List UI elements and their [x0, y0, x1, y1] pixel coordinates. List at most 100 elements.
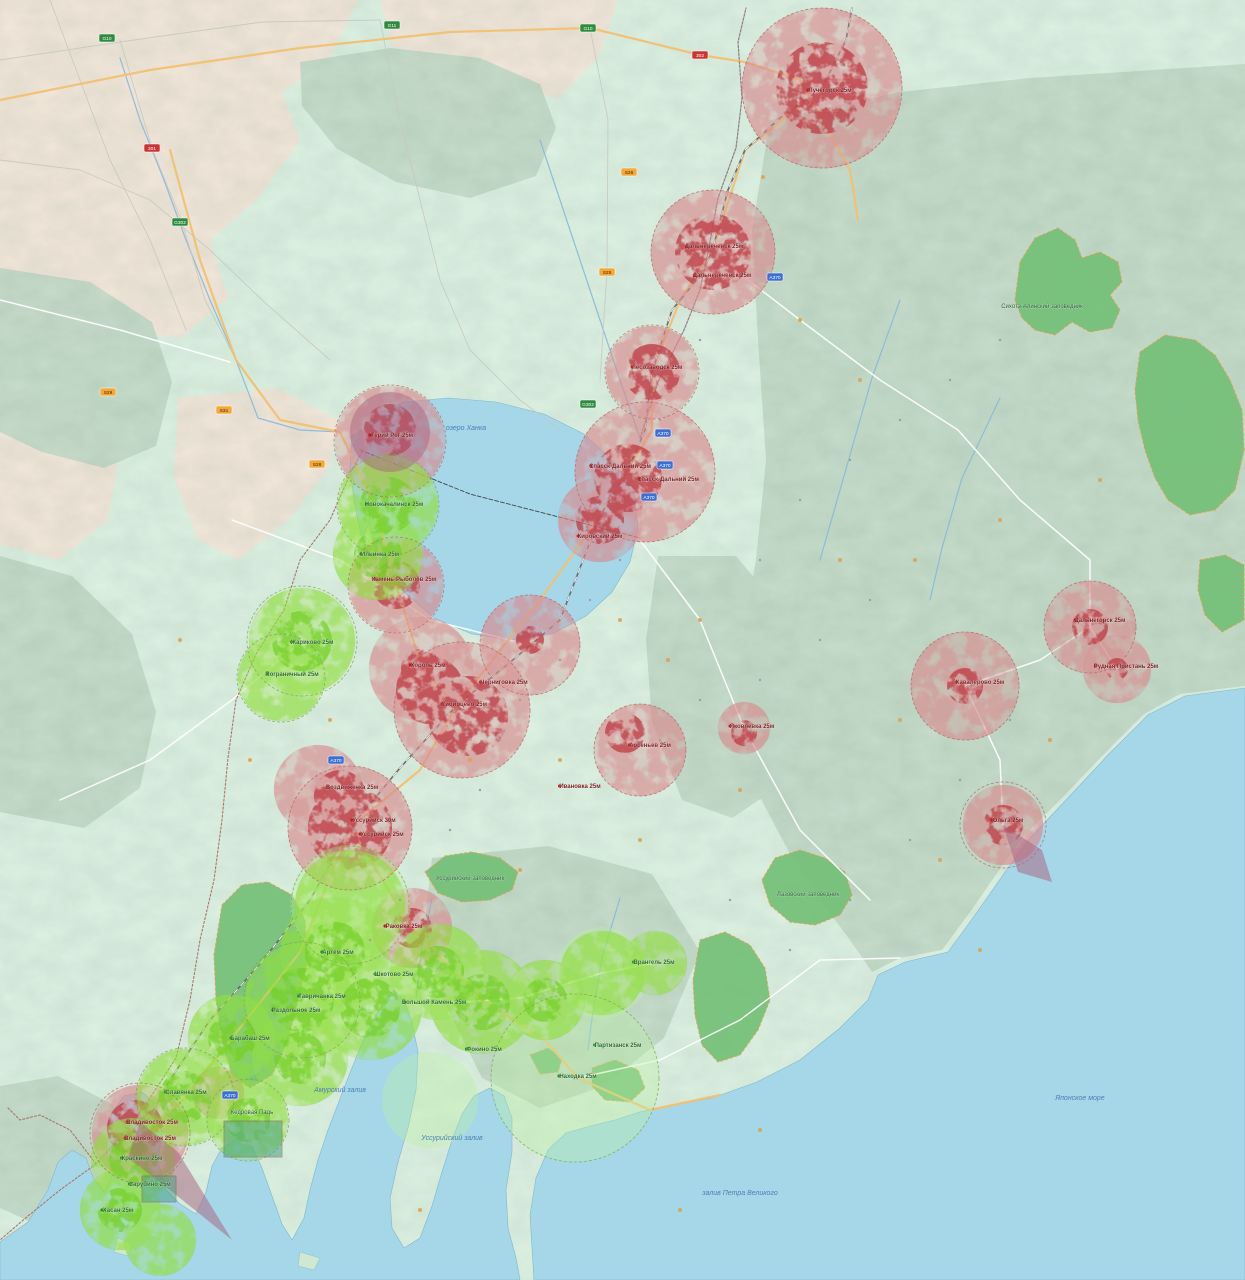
- site-label: Дальнегорск 25м: [1075, 618, 1127, 624]
- road-shield: А370: [221, 1090, 239, 1100]
- site-label: Артём 25м: [322, 950, 354, 956]
- site-marker: [359, 552, 363, 556]
- protected-area: [424, 851, 519, 903]
- poi-marker: [178, 638, 182, 642]
- town-dot: [758, 678, 762, 682]
- site-marker: [403, 1000, 407, 1004]
- site-marker: [383, 924, 387, 928]
- road-shield-code: G10: [102, 36, 111, 42]
- site-label: Барабаш 25м: [230, 1035, 270, 1042]
- road-shield: А370: [766, 272, 784, 282]
- coverage-ring-green: [243, 941, 361, 1059]
- dense-signal-green: [523, 978, 567, 1022]
- poi-marker: [1098, 478, 1102, 482]
- site-label: Дальнереченск 25м: [685, 244, 744, 250]
- protected-area-label: Уссурийский заповедник: [436, 875, 505, 882]
- coverage-circle-red: [594, 704, 686, 796]
- site-marker: [125, 1120, 129, 1124]
- road-shield: G302: [171, 217, 189, 227]
- road-shield-box: [327, 755, 345, 765]
- site-marker: [100, 1208, 104, 1212]
- town-dot: [588, 598, 592, 602]
- site-label: Спасск-Дальний 25м: [637, 476, 699, 483]
- dense-signal-green: [340, 978, 400, 1038]
- road-shield-code: S31: [220, 408, 229, 414]
- water-label: Японское море: [1054, 1095, 1104, 1102]
- coverage-ring-green: [290, 845, 410, 965]
- coverage-circle-green: [623, 931, 687, 995]
- road-shield-code: S25: [603, 270, 612, 276]
- coverage-ring-red: [593, 703, 687, 797]
- town-dot: [758, 558, 762, 562]
- coverage-wedge: [128, 1122, 232, 1240]
- restricted-zone-rect: [141, 1175, 177, 1203]
- road-shield-box: [98, 33, 116, 43]
- road-shield-code: А370: [330, 758, 342, 764]
- road-shield-box: [171, 217, 189, 227]
- site-label: Врангель 25м: [633, 960, 675, 966]
- poi-marker: [858, 378, 862, 382]
- road-shield: А370: [654, 428, 672, 438]
- town-dot: [448, 828, 452, 832]
- site-marker: [479, 680, 483, 684]
- border-line: [7, 1107, 97, 1165]
- town-dot: [368, 938, 372, 942]
- coverage-ring-red: [910, 631, 1020, 741]
- road-shield: 302: [691, 50, 709, 60]
- site-label: Уссурийск 30м: [352, 817, 396, 824]
- site-label: Лучегорск 25м: [808, 88, 852, 94]
- poi-marker: [978, 948, 982, 952]
- coverage-ring-red: [333, 384, 447, 498]
- dense-signal-green: [412, 946, 464, 998]
- site-marker: [632, 960, 636, 964]
- dense-signal-green: [98, 1188, 142, 1232]
- protected-area: [1014, 227, 1123, 336]
- road-shield-code: 302: [696, 53, 704, 59]
- poi-marker: [678, 1208, 682, 1212]
- dense-signal-red: [314, 770, 366, 822]
- town-dot: [898, 418, 902, 422]
- road-shield-box: [308, 459, 326, 469]
- site-marker: [368, 433, 372, 437]
- town-dot: [848, 458, 852, 462]
- poi-marker: [913, 558, 917, 562]
- site-marker: [1093, 664, 1098, 668]
- road-shield-box: [99, 387, 117, 397]
- site-label: Раковка 25м: [386, 924, 423, 930]
- coverage-ring-red: [287, 765, 413, 891]
- site-label: Рудная Пристань 25м: [1094, 664, 1159, 670]
- site-marker: [557, 1074, 561, 1078]
- road-shield: А370: [640, 492, 658, 502]
- river: [119, 57, 341, 433]
- site-marker: [297, 994, 301, 998]
- site-marker: [408, 663, 413, 667]
- road-shield: S28: [308, 459, 326, 469]
- dense-signal-red: [947, 668, 983, 704]
- town-dot: [518, 698, 522, 702]
- site-label: Турий Рог 25м: [371, 432, 414, 439]
- dense-signal-green: [270, 968, 334, 1032]
- coverage-ring-red: [1043, 580, 1137, 674]
- road-shield-code: А370: [224, 1093, 236, 1099]
- coverage-ring-green: [336, 453, 440, 557]
- town-dot: [558, 658, 562, 662]
- secondary-road: [0, 299, 231, 363]
- site-marker: [593, 1043, 597, 1047]
- road-shield-box: [221, 1090, 239, 1100]
- dense-signal-red: [576, 496, 624, 544]
- poi-marker: [798, 318, 802, 322]
- water-label: Амурский залив: [313, 1086, 366, 1094]
- site-marker: [630, 365, 634, 369]
- poi-marker: [698, 618, 702, 622]
- coverage-ring-red: [347, 536, 445, 634]
- road-shield: S29: [99, 387, 117, 397]
- site-marker: [373, 972, 377, 976]
- overlap-maroon: [350, 392, 430, 472]
- road-shield-code: А370: [657, 431, 669, 437]
- dense-signal-red: [731, 720, 757, 746]
- town-dot: [428, 868, 432, 872]
- site-marker: [576, 534, 580, 538]
- poi-marker: [1048, 738, 1052, 742]
- coverage-ring-red: [393, 641, 531, 779]
